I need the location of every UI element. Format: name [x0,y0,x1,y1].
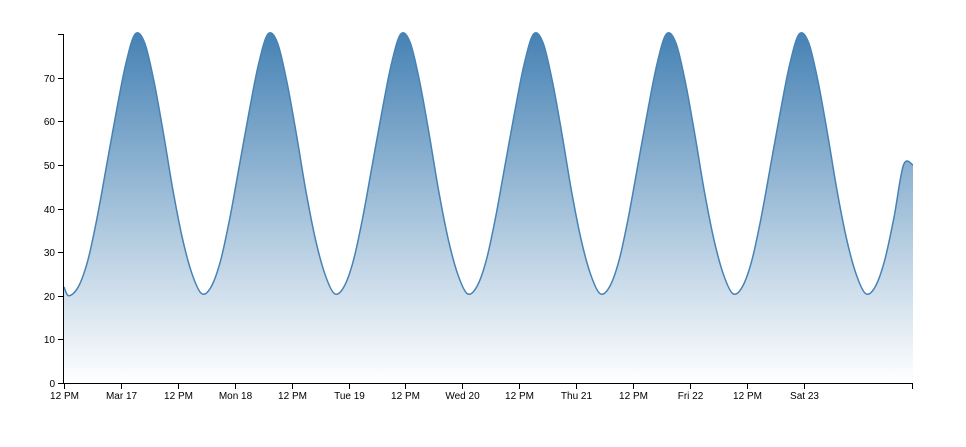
y-tick-label: 20 [44,292,56,303]
x-tick-label: 12 PM [733,391,762,402]
y-tick-label: 50 [44,161,56,172]
y-tick-label: 30 [44,248,56,259]
y-tick-label: 40 [44,205,56,216]
x-tick-label: 12 PM [50,391,79,402]
x-tick-label: Thu 21 [561,391,593,402]
x-tick-label: Mon 18 [219,391,253,402]
y-tick-label: 10 [44,335,56,346]
y-tick-label: 60 [44,117,56,128]
x-tick-label: Sat 23 [790,391,819,402]
x-tick-label: Wed 20 [445,391,480,402]
x-tick-label: 12 PM [391,391,420,402]
x-tick-label: 12 PM [505,391,534,402]
x-tick-label: 12 PM [164,391,193,402]
y-tick-label: 0 [49,379,55,390]
series-line [63,31,914,297]
x-tick-label: Fri 22 [678,391,704,402]
y-axis: 0 10 20 30 40 50 60 70 [44,34,64,390]
plot-area [63,31,914,383]
x-tick-label: 12 PM [619,391,648,402]
area-fill [64,32,913,383]
x-tick-label: Mar 17 [106,391,138,402]
y-tick-label: 70 [44,74,56,85]
x-tick-label: 12 PM [278,391,307,402]
x-axis: 12 PM Mar 17 12 PM Mon 18 12 PM Tue 19 12 PM We… [50,383,913,402]
x-tick-label: Tue 19 [334,391,365,402]
